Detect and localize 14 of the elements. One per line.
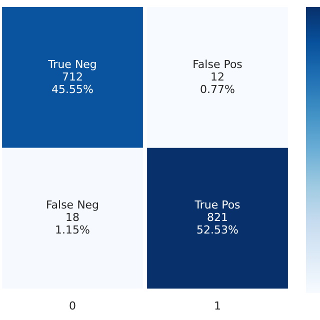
x-tick-label: 1: [214, 299, 221, 312]
annotation: 45.55%: [52, 82, 94, 96]
annotation: 0.77%: [200, 82, 235, 96]
annotation: 1.15%: [55, 224, 90, 237]
data-label: 18: [66, 211, 80, 224]
data-label: 712: [62, 70, 83, 84]
annotation: True Pos: [194, 198, 241, 212]
annotation: True Neg: [47, 58, 97, 71]
data-label: 12: [210, 70, 224, 84]
x-tick-label: 0: [69, 299, 76, 312]
annotation: 52.53%: [196, 224, 238, 237]
annotation: False Neg: [46, 198, 100, 212]
annotation: False Pos: [192, 58, 243, 71]
data-label: 821: [207, 211, 228, 224]
